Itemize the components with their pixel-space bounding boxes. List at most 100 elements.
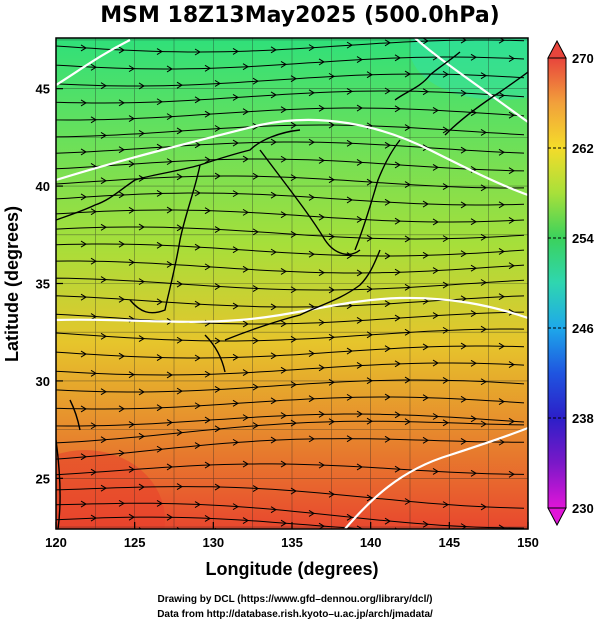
streamline-arrow <box>308 435 315 443</box>
streamline-arrow <box>290 174 297 182</box>
streamline-arrow <box>366 178 373 186</box>
streamline-arrow <box>498 201 505 209</box>
colorbar-top-arrow <box>547 39 567 59</box>
streamline-arrow <box>128 258 135 266</box>
x-tick-label: 150 <box>517 535 539 550</box>
streamline <box>56 56 525 70</box>
streamline-arrow <box>460 89 467 97</box>
streamline-arrow <box>252 383 259 391</box>
streamline-arrow <box>498 524 505 529</box>
streamline-arrow <box>242 517 249 524</box>
streamline-arrow <box>242 369 249 377</box>
streamline-arrow <box>80 240 87 248</box>
streamline-arrow <box>308 44 315 52</box>
streamline-arrow <box>156 48 163 55</box>
streamline-arrow <box>290 487 297 495</box>
streamline-arrow <box>80 350 87 358</box>
streamline-arrow <box>90 369 97 377</box>
streamline-arrow <box>405 533 410 539</box>
streamline-arrow <box>194 501 201 508</box>
streamline-arrow <box>156 354 163 362</box>
streamline-arrow <box>366 331 373 339</box>
streamline-arrow <box>166 419 173 426</box>
streamline-arrow <box>214 125 221 132</box>
streamline-arrow <box>214 80 221 87</box>
y-tick-label: 40 <box>36 179 50 194</box>
x-tick-label: 120 <box>45 535 67 550</box>
streamline-arrow <box>204 110 211 118</box>
streamline-arrow <box>422 394 429 402</box>
streamline-arrow <box>118 191 125 199</box>
grid-lines <box>56 38 528 529</box>
colorbar-label: 230 <box>572 501 594 516</box>
streamline-arrow <box>194 402 201 410</box>
streamline-arrow <box>442 326 449 334</box>
streamline-arrow <box>498 342 505 350</box>
streamline <box>56 73 525 87</box>
streamline-arrow <box>166 260 173 268</box>
streamline-arrow <box>204 416 211 424</box>
streamline <box>56 420 525 444</box>
streamline-arrow <box>128 115 135 123</box>
streamline-arrow <box>156 500 163 507</box>
streamline-arrow <box>80 453 87 461</box>
streamline-arrow <box>156 190 163 197</box>
streamline-arrow <box>138 278 145 286</box>
streamline-arrow <box>471 528 472 529</box>
streamline-arrow <box>480 129 487 136</box>
streamline-arrow <box>498 248 505 255</box>
y-axis-ticks: 25 30 35 40 45 <box>36 82 63 486</box>
streamline-arrow <box>432 359 439 367</box>
streamline-arrow <box>252 337 259 345</box>
streamline-arrow <box>194 48 201 56</box>
streamline-arrow <box>90 116 97 124</box>
streamline-arrow <box>508 470 515 478</box>
streamline-arrow <box>470 359 477 367</box>
streamline-arrow <box>118 405 125 413</box>
streamline-arrow <box>508 217 515 224</box>
colorbar-label: 262 <box>572 141 594 156</box>
streamline-arrow <box>138 388 145 396</box>
streamline-arrow <box>366 417 373 425</box>
credit-drawing: Drawing by DCL (https://www.gfd–dennou.o… <box>157 594 432 605</box>
streamline-arrow <box>194 141 201 149</box>
streamline-arrow <box>118 499 125 507</box>
isotherm-line <box>56 118 528 197</box>
streamline-arrow <box>252 77 259 85</box>
colorbar-label: 254 <box>572 231 594 246</box>
streamline-arrow <box>204 207 211 215</box>
streamline-arrow <box>138 483 145 491</box>
streamline-arrow <box>470 310 477 317</box>
streamline-arrow <box>138 129 145 137</box>
streamline-arrow <box>270 91 277 99</box>
streamline-arrow <box>432 218 439 226</box>
streamline-arrow <box>176 483 183 490</box>
streamline-arrow <box>290 335 297 343</box>
streamline-arrow <box>384 517 391 525</box>
streamline-arrow <box>404 498 411 505</box>
streamline-arrow <box>204 263 211 271</box>
streamline-arrow <box>138 82 145 90</box>
streamline-arrow <box>318 410 325 418</box>
streamline-arrow <box>308 250 315 258</box>
streamline-arrow <box>346 196 353 204</box>
streamline-arrow <box>280 460 287 468</box>
cool-patch <box>410 38 528 100</box>
streamline-arrow <box>280 320 287 328</box>
streamline-arrow <box>422 38 429 45</box>
streamline-arrow <box>100 484 107 492</box>
streamline-arrow <box>194 243 201 251</box>
streamline-arrow <box>460 201 467 209</box>
streamline-arrow <box>290 75 297 83</box>
streamline-arrow <box>328 72 335 80</box>
streamline-arrow <box>270 46 277 54</box>
streamline-arrow <box>404 181 411 189</box>
streamline-arrow <box>422 520 429 528</box>
streamline-arrow <box>232 139 239 147</box>
streamline-arrow <box>328 418 335 426</box>
streamline-arrow <box>470 218 477 226</box>
streamline-arrow <box>290 419 297 427</box>
streamline-arrow <box>100 223 107 231</box>
streamline-arrow <box>498 148 505 156</box>
